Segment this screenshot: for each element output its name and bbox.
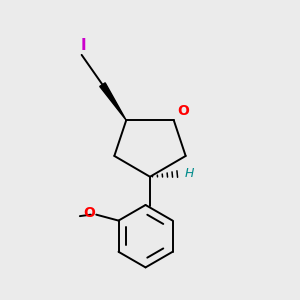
Text: I: I	[80, 38, 86, 52]
Text: O: O	[177, 104, 189, 118]
Text: H: H	[185, 167, 194, 180]
Text: O: O	[83, 206, 95, 220]
Polygon shape	[100, 83, 126, 120]
